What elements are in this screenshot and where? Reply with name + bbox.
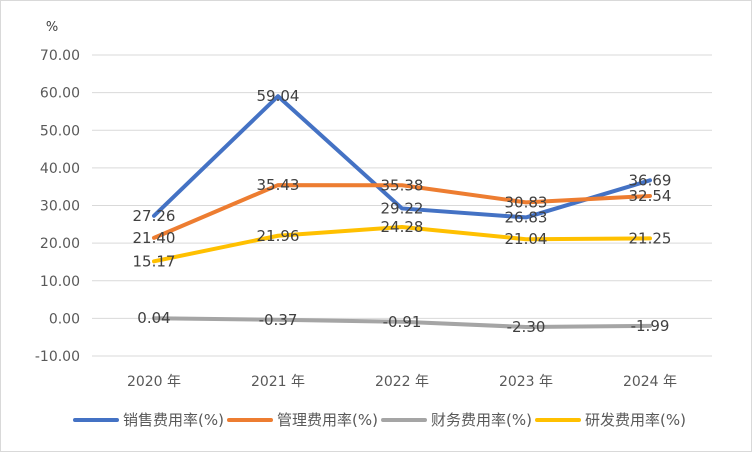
- x-tick-label: 2022 年: [375, 374, 429, 390]
- data-label: 21.40: [133, 229, 176, 247]
- y-tick-label: 30.00: [40, 199, 80, 215]
- legend-label: 管理费用率(%): [277, 411, 378, 429]
- y-tick-label: 10.00: [40, 274, 80, 290]
- y-axis-ticks: -10.00 0.00 10.00 20.00 30.00 40.00 50.00 60.00…: [35, 48, 80, 365]
- data-label: 21.96: [257, 227, 300, 245]
- data-label: 59.04: [257, 87, 300, 105]
- data-label: 26.83: [505, 208, 548, 226]
- y-axis-unit-label: %: [46, 20, 58, 35]
- x-tick-label: 2024 年: [623, 374, 677, 390]
- data-label: 24.28: [381, 218, 424, 236]
- legend-label: 财务费用率(%): [431, 411, 532, 429]
- x-tick-label: 2023 年: [499, 374, 553, 390]
- series-line: [152, 183, 652, 240]
- x-tick-label: 2021 年: [251, 374, 305, 390]
- y-tick-label: 20.00: [40, 236, 80, 252]
- legend: 销售费用率(%) 管理费用率(%) 财务费用率(%) 研发费用率(%): [73, 411, 686, 429]
- data-label: -0.91: [383, 313, 422, 331]
- y-tick-label: -10.00: [35, 349, 80, 365]
- y-tick-label: 70.00: [40, 48, 80, 64]
- legend-label: 销售费用率(%): [123, 411, 224, 429]
- data-label: -1.99: [631, 317, 670, 335]
- data-label: 30.83: [505, 193, 548, 211]
- data-label: -0.37: [259, 311, 298, 329]
- y-tick-label: 40.00: [40, 161, 80, 177]
- x-axis-ticks: 2020 年 2021 年 2022 年 2023 年 2024 年: [127, 374, 677, 390]
- x-tick-label: 2020 年: [127, 374, 181, 390]
- series-line: [152, 94, 652, 220]
- legend-label: 研发费用率(%): [585, 411, 686, 429]
- data-label: 35.43: [257, 176, 300, 194]
- series-line: [152, 225, 652, 264]
- data-label: 15.17: [133, 252, 176, 270]
- series-lines: [152, 94, 652, 330]
- y-tick-label: 50.00: [40, 123, 80, 139]
- data-label: 27.26: [133, 207, 176, 225]
- data-labels: 27.26 59.04 29.22 26.83 36.69 21.40 35.43 35.38…: [133, 87, 672, 336]
- data-label: 29.22: [381, 199, 424, 217]
- data-label: 0.04: [137, 309, 170, 327]
- series-line: [152, 316, 652, 330]
- y-tick-label: 60.00: [40, 86, 80, 102]
- data-label: 36.69: [629, 171, 672, 189]
- data-label: 21.25: [629, 229, 672, 247]
- data-label: 32.54: [629, 187, 672, 205]
- data-label: 35.38: [381, 176, 424, 194]
- data-label: -2.30: [507, 318, 546, 336]
- y-tick-label: 0.00: [49, 311, 80, 327]
- data-label: 21.04: [505, 230, 548, 248]
